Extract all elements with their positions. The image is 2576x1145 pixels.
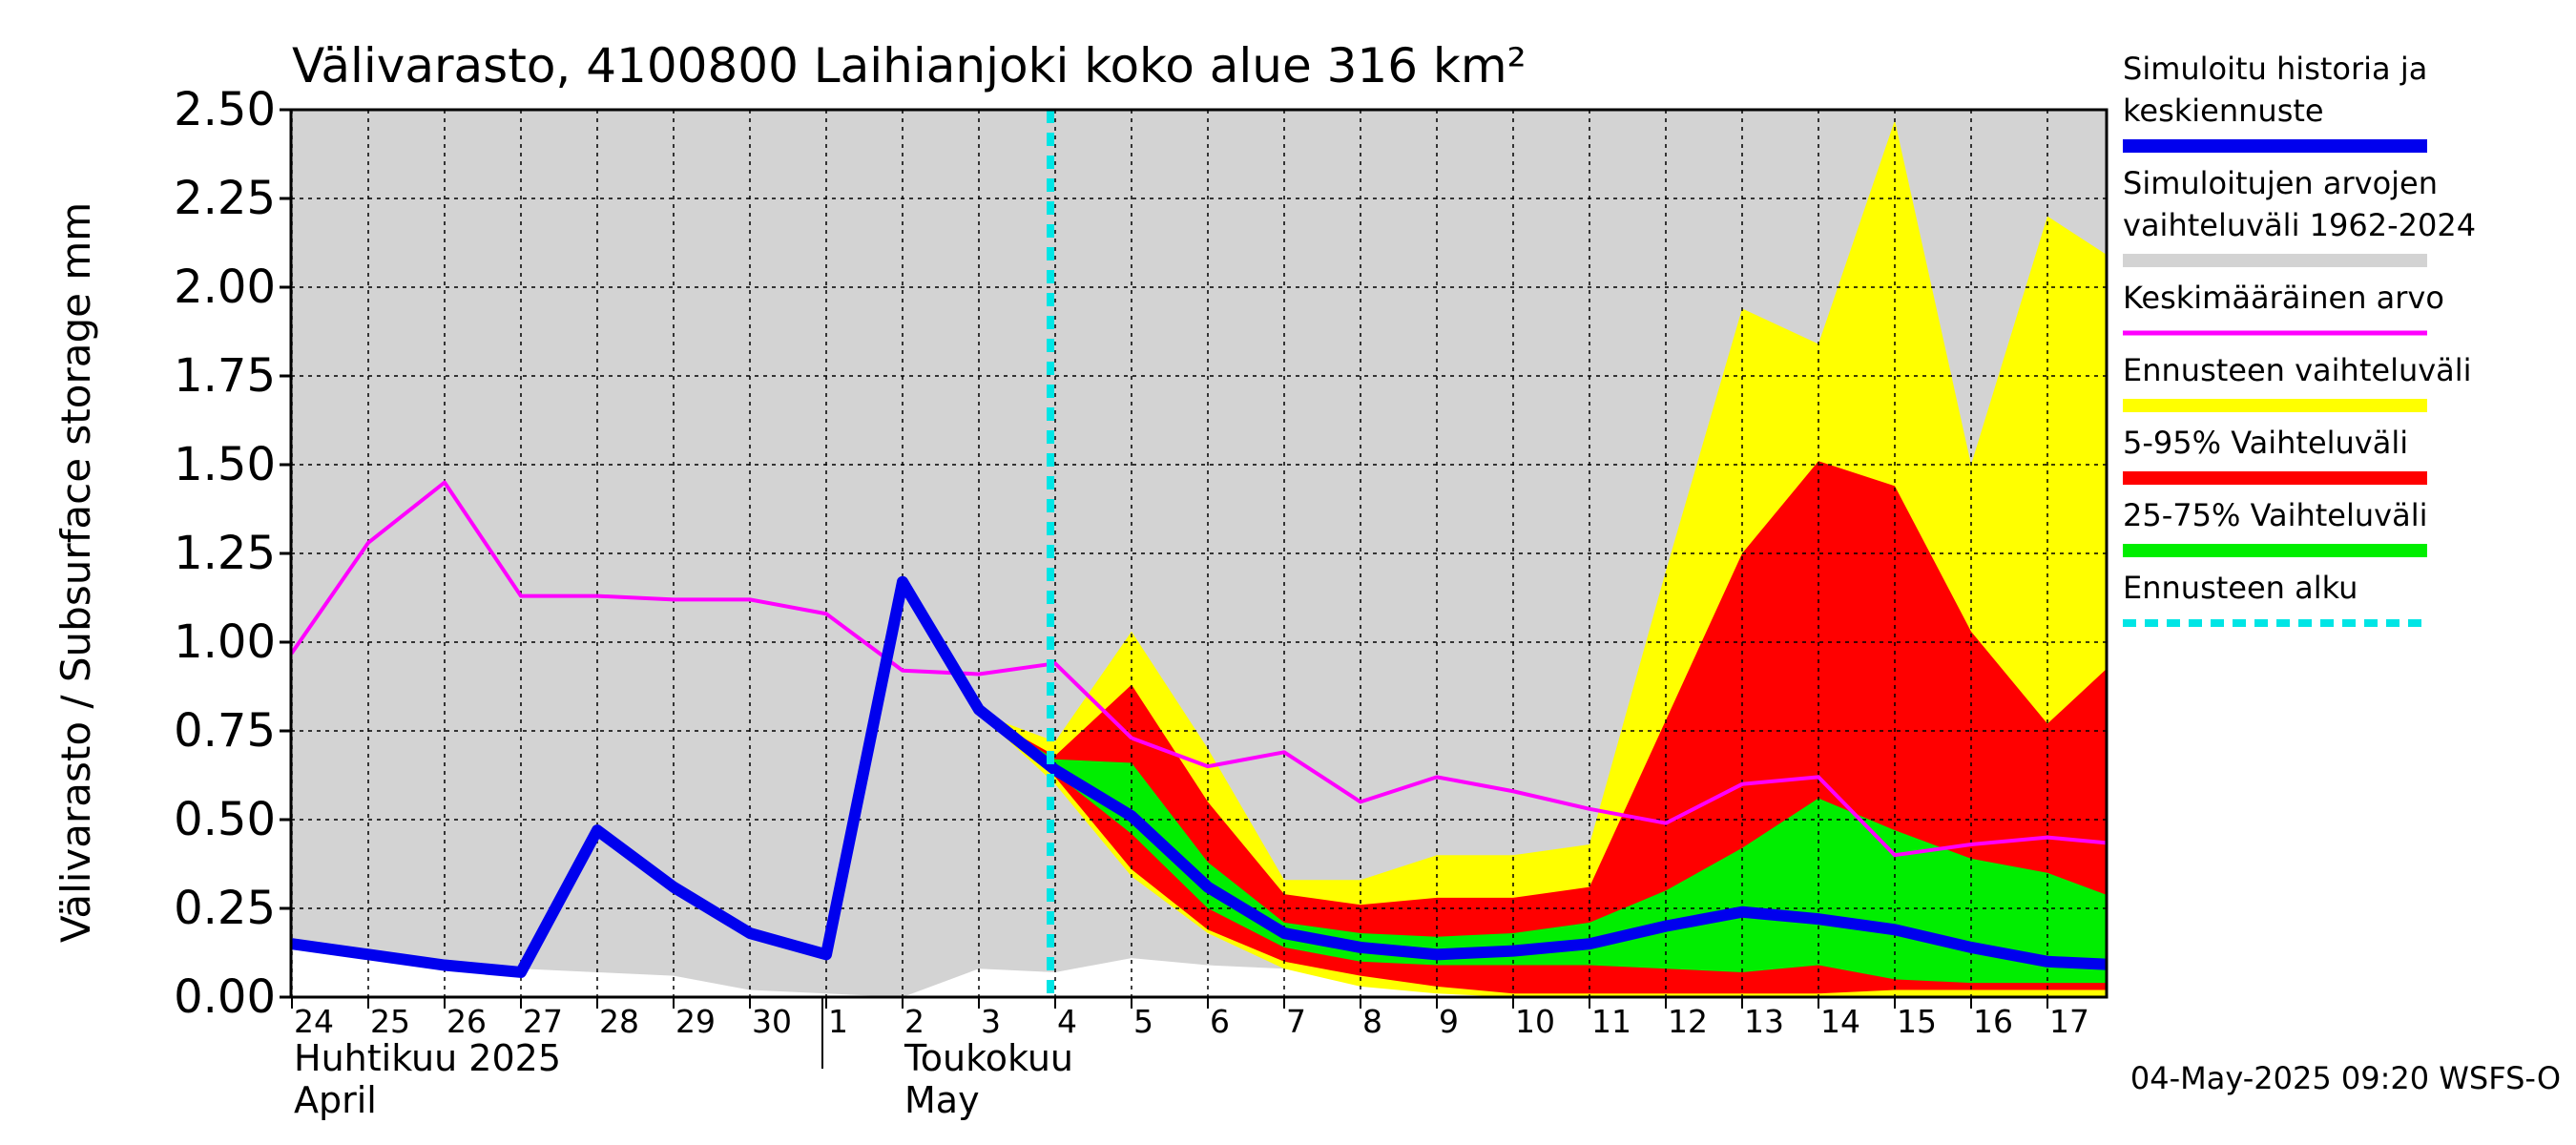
x-tick-label: 28 — [599, 1003, 639, 1040]
y-tick-label: 0.50 — [174, 793, 276, 846]
month-label-english: May — [904, 1079, 980, 1121]
x-tick-label: 16 — [1973, 1003, 2013, 1040]
x-tick-label: 25 — [370, 1003, 410, 1040]
y-tick-label: 0.25 — [174, 882, 276, 935]
x-tick-label: 30 — [752, 1003, 792, 1040]
y-tick-label: 2.25 — [174, 172, 276, 225]
legend-label: Ennusteen alku — [2123, 570, 2358, 606]
legend-label: keskiennuste — [2123, 93, 2324, 129]
x-tick-label: 29 — [675, 1003, 716, 1040]
x-tick-label: 2 — [904, 1003, 924, 1040]
y-axis-label: Välivarasto / Subsurface storage mm — [52, 202, 99, 943]
legend-item: Ennusteen vaihteluväli — [2123, 352, 2472, 412]
x-tick-label: 6 — [1210, 1003, 1230, 1040]
grid — [291, 110, 2107, 997]
x-tick-label: 26 — [447, 1003, 487, 1040]
x-tick-label: 24 — [294, 1003, 334, 1040]
legend-label: vaihteluväli 1962-2024 — [2123, 207, 2476, 243]
y-tick-label: 1.25 — [174, 527, 276, 580]
timestamp-footer: 04-May-2025 09:20 WSFS-O — [2130, 1060, 2561, 1096]
y-tick-label: 1.75 — [174, 349, 276, 403]
plot-area: 0.00 0.25 0.50 0.75 1.00 1.25 1.50 1.75 2.00 2.25… — [174, 83, 2109, 1121]
x-tick-label: 4 — [1057, 1003, 1077, 1040]
legend-label: Simuloitu historia ja — [2123, 51, 2427, 87]
legend-item: Simuloitu historia ja keskiennuste — [2123, 51, 2427, 153]
x-tick-label: 3 — [981, 1003, 1001, 1040]
x-tick-label: 1 — [828, 1003, 848, 1040]
x-tick-label: 15 — [1897, 1003, 1937, 1040]
legend: Simuloitu historia jakeskiennusteSimuloi… — [2123, 51, 2476, 627]
legend-item: Simuloitujen arvojen vaihteluväli 1962-20… — [2123, 165, 2476, 267]
y-tick-label: 0.75 — [174, 704, 276, 758]
x-tick-label: 14 — [1820, 1003, 1860, 1040]
x-tick-label: 11 — [1591, 1003, 1631, 1040]
y-tick-label: 2.50 — [174, 83, 276, 136]
legend-item: 5-95% Vaihteluväli — [2123, 425, 2427, 485]
legend-label: 5-95% Vaihteluväli — [2123, 425, 2408, 461]
legend-item: Ennusteen alku — [2123, 570, 2427, 627]
legend-item: Keskimääräinen arvo — [2123, 280, 2444, 336]
legend-label: Simuloitujen arvojen — [2123, 165, 2438, 201]
x-tick-label: 12 — [1668, 1003, 1708, 1040]
legend-item: 25-75% Vaihteluväli — [2123, 497, 2427, 557]
chart-title: Välivarasto, 4100800 Laihianjoki koko al… — [292, 38, 1527, 94]
x-tick-label: 17 — [2049, 1003, 2089, 1040]
x-tick-label: 10 — [1515, 1003, 1555, 1040]
y-tick-label: 1.00 — [174, 615, 276, 669]
month-label: Huhtikuu 2025 — [294, 1037, 561, 1079]
legend-label: Ennusteen vaihteluväli — [2123, 352, 2472, 388]
x-tick-label: 7 — [1286, 1003, 1306, 1040]
y-tick-label: 0.00 — [174, 970, 276, 1024]
x-tick-label: 8 — [1362, 1003, 1382, 1040]
x-tick-label: 13 — [1744, 1003, 1784, 1040]
x-tick-label: 9 — [1439, 1003, 1459, 1040]
series-line-1 — [291, 575, 2107, 978]
x-tick-label: 5 — [1133, 1003, 1153, 1040]
legend-label: Keskimääräinen arvo — [2123, 280, 2444, 316]
y-tick-label: 1.50 — [174, 438, 276, 491]
legend-label: 25-75% Vaihteluväli — [2123, 497, 2427, 533]
plot-content — [291, 110, 2107, 997]
month-label: Toukokuu — [904, 1037, 1073, 1079]
month-label-english: April — [294, 1079, 377, 1121]
series-line-0 — [291, 480, 2107, 858]
y-tick-label: 2.00 — [174, 260, 276, 314]
x-tick-label: 27 — [523, 1003, 563, 1040]
